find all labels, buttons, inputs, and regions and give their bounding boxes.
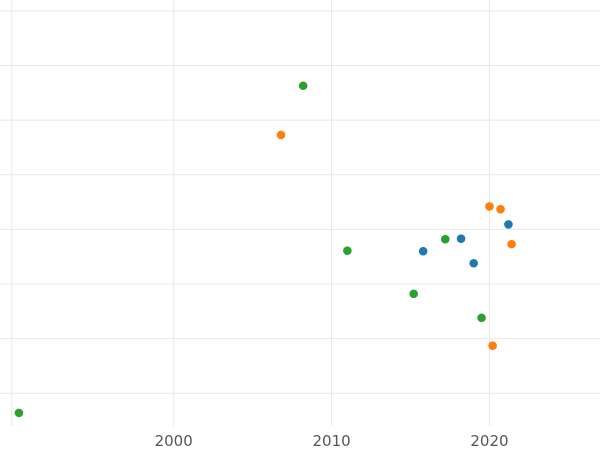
scatter-point [477,313,486,323]
scatter-point [456,234,466,243]
grid [0,0,600,426]
scatter-point [485,202,494,211]
scatter-point [507,239,516,249]
x-tick-label: 2000 [155,432,193,450]
x-tick-label: 2010 [312,432,350,450]
data-points [14,81,516,418]
scatter-point [469,258,478,268]
scatter-point [488,341,497,351]
scatter-point [418,246,428,256]
scatter-point [276,130,286,140]
scatter-point [14,408,24,418]
scatter-point [343,246,352,255]
scatter-point [440,234,450,244]
scatter-point [409,289,418,299]
x-axis-ticks: 2000 2010 2020 [155,432,509,450]
x-tick-label: 2020 [470,432,508,450]
scatter-point [496,204,505,214]
scatter-point [298,81,308,91]
scatter-point [504,220,513,229]
